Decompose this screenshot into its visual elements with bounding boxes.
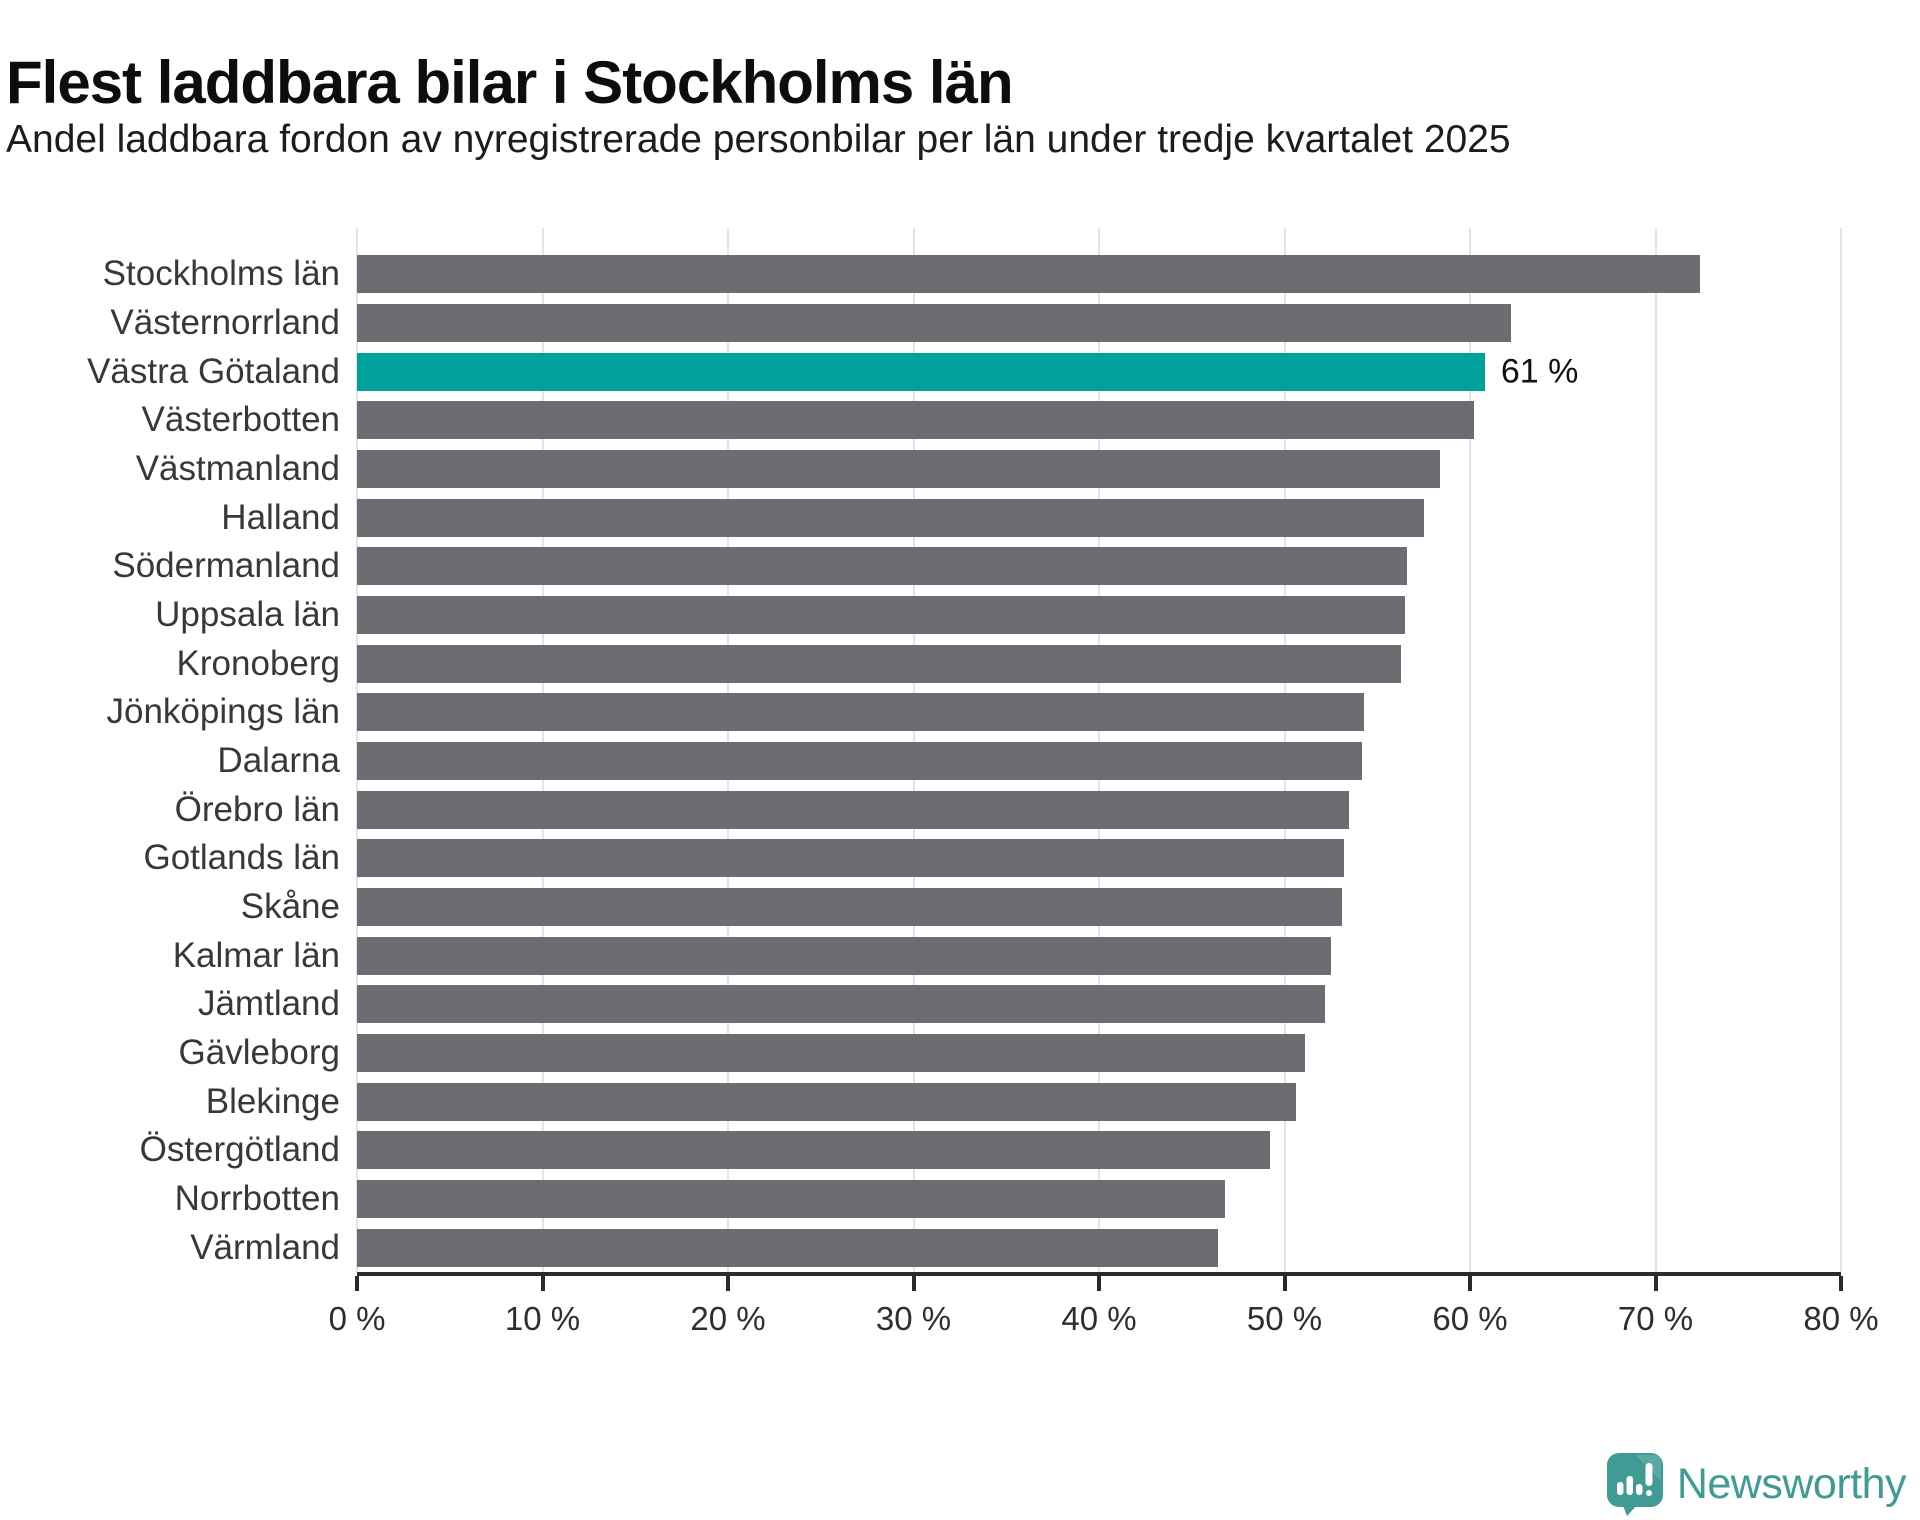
bar [357,888,1342,927]
bar [357,985,1326,1024]
bar [357,304,1511,342]
bar [357,547,1407,586]
category-label: Kalmar län [172,935,340,975]
bar [357,255,1701,294]
category-label: Värmland [190,1227,340,1267]
bar-row: Jämtland [198,980,1841,1029]
category-label: Blekinge [205,1081,340,1121]
bar-row: Örebro län [175,785,1841,834]
axis-tick [726,1276,730,1291]
bar [357,1180,1226,1219]
bar-highlighted: 61 % [357,352,1578,391]
axis-tick [1097,1276,1101,1291]
axis-tick [355,1276,359,1291]
gridline [1469,228,1471,1272]
bar-row: Östergötland [140,1126,1841,1175]
category-label: Skåne [240,887,340,927]
newsworthy-logo-icon [1606,1453,1663,1516]
bar-row: Dalarna [217,737,1841,786]
bar-row: Gotlands län [143,834,1841,883]
bar [357,1228,1218,1267]
axis-tick [911,1276,916,1291]
bar-row: Halland [221,493,1841,542]
bar [357,498,1424,537]
bar-row: Södermanland [112,542,1841,591]
bar-row: Uppsala län [155,591,1841,640]
bar-rows: Stockholms län Västernorrland Västra Götal… [87,250,1841,1272]
bar [357,450,1441,489]
axis-tick-label: 60 % [1432,1300,1508,1337]
bar [357,839,1344,878]
gridline [1654,228,1657,1272]
category-label: Halland [221,497,340,537]
bar [357,596,1406,635]
highlight-value-label: 61 % [1500,352,1579,391]
brand-name: Newsworthy [1676,1460,1907,1508]
bar-row: Jönköpings län [107,688,1841,737]
category-label: Stockholms län [102,254,340,294]
axis-tick-label: 30 % [875,1300,952,1337]
bar [357,790,1350,829]
category-label: Norrbotten [174,1179,340,1219]
axis-tick-label: 50 % [1246,1300,1323,1337]
axis-tick-label: 80 % [1803,1300,1879,1337]
bar-row: Västernorrland [110,299,1841,348]
bar [357,1034,1305,1073]
category-label: Gävleborg [178,1033,340,1073]
bar-row: Norrbotten [175,1175,1841,1224]
bar-row: Västra Götaland 61 % [87,347,1841,396]
category-label: Gotlands län [143,838,340,878]
axis-tick [1468,1276,1472,1291]
category-label: Örebro län [174,789,340,829]
bar [357,644,1402,683]
bar [357,936,1331,975]
axis-tick-label: 0 % [328,1300,386,1337]
category-label: Jönköpings län [106,692,341,732]
bar-row: Gävleborg [179,1029,1841,1078]
bar [357,1082,1296,1121]
category-label: Västernorrland [110,303,340,342]
bar-row: Västerbotten [142,396,1841,445]
bar [357,693,1365,732]
plot-area: 0 % 10 % 20 % 30 % 40 % 50 % 60 % 70 % 80 % Stoc… [87,228,1879,1337]
brand-footer: Newsworthy [1606,1453,1907,1516]
category-label: Dalarna [217,741,340,781]
bar-row: Kalmar län [173,931,1841,980]
category-label: Uppsala län [155,595,340,635]
chart-title: Flest laddbara bilar i Stockholms län [6,49,1014,117]
axis-tick-label: 70 % [1617,1300,1694,1337]
bar [357,1131,1270,1170]
category-label: Västmanland [135,449,340,489]
bar-row: Västmanland [136,445,1841,494]
axis-tick-label: 10 % [504,1300,581,1337]
gridline [1840,228,1842,1272]
bar [357,401,1474,440]
chart-subtitle: Andel laddbara fordon av nyregistrerade … [6,118,1511,161]
bar-row: Blekinge [206,1077,1841,1126]
category-label: Västra Götaland [87,351,340,391]
category-label: Västerbotten [141,400,340,440]
axis-tick [1282,1276,1287,1291]
axis-tick-label: 20 % [690,1300,766,1337]
bar [357,742,1363,781]
category-label: Jämtland [197,984,340,1024]
axis-tick-label: 40 % [1061,1300,1137,1337]
axis-tick [1839,1276,1843,1291]
category-label: Kronoberg [176,643,340,683]
bar-row: Stockholms län [103,250,1841,299]
bar-row: Skåne [241,883,1841,932]
bar-row: Värmland [190,1223,1841,1272]
category-label: Södermanland [112,546,340,586]
bar-row: Kronoberg [177,639,1841,688]
category-label: Östergötland [139,1130,340,1170]
axis-tick [540,1276,545,1291]
axis-tick [1653,1276,1658,1291]
